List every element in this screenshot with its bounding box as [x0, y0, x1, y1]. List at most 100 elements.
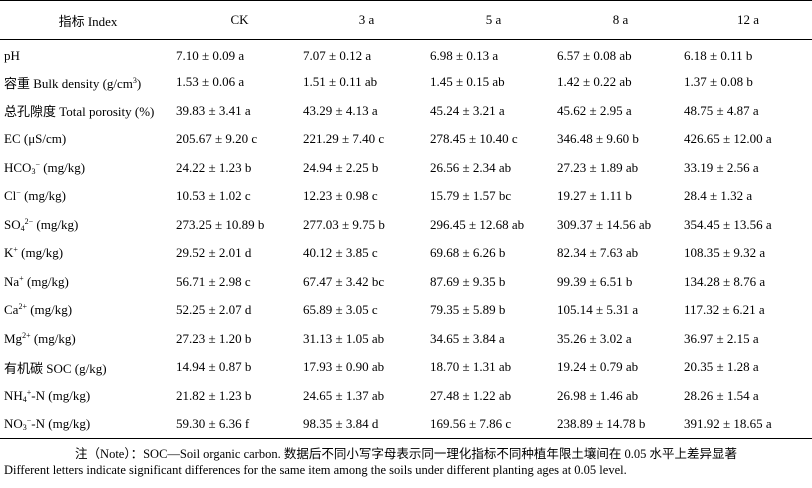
header-ck: CK	[176, 0, 303, 40]
cell-5a: 34.65 ± 3.84 a	[430, 330, 505, 346]
cell-ck: 56.71 ± 2.98 c	[176, 273, 251, 289]
row-label-post: (mg/kg)	[26, 302, 73, 318]
cell-5a: 69.68 ± 6.26 b	[430, 245, 506, 261]
table-row: K+ (mg/kg) 29.52 ± 2.01 d 40.12 ± 3.85 c 69…	[0, 239, 812, 268]
table-row: 总孔隙度 Total porosity (%) 39.83 ± 3.41 a 43.…	[0, 97, 812, 126]
cell-12a: 20.35 ± 1.28 a	[684, 359, 759, 375]
header-index: 指标 Index	[0, 0, 176, 40]
row-label-sup: 2+	[18, 302, 27, 312]
cell-12a: 28.26 ± 1.54 a	[684, 387, 759, 403]
row-label-post: (mg/kg)	[23, 273, 69, 289]
cell-3a: 40.12 ± 3.85 c	[303, 245, 378, 261]
cell-8a: 19.27 ± 1.11 b	[557, 188, 632, 204]
row-label-pre: Ca	[4, 302, 19, 318]
cell-5a: 26.56 ± 2.34 ab	[430, 159, 512, 175]
row-label: Cl− (mg/kg)	[0, 182, 176, 211]
row-label-pre: NO	[4, 416, 23, 431]
row-label-pre: Cl	[4, 188, 17, 204]
row-label-pre: pH	[4, 47, 20, 63]
row-label: Na+ (mg/kg)	[0, 268, 176, 297]
table-body: pH 7.10 ± 0.09 a 7.07 ± 0.12 a 6.98 ± 0.13 …	[0, 40, 812, 439]
row-label-post: (mg/kg)	[39, 159, 86, 175]
row-label: pH	[0, 40, 176, 69]
cell-3a: 24.65 ± 1.37 ab	[303, 387, 385, 403]
table-header-row: 指标 Index CK 3 a 5 a 8 a 12 a	[0, 0, 812, 40]
table-row: Ca2+ (mg/kg) 52.25 ± 2.07 d 65.89 ± 3.05 c…	[0, 296, 812, 325]
cell-8a: 346.48 ± 9.60 b	[557, 131, 639, 147]
cell-5a: 1.45 ± 0.15 ab	[430, 74, 505, 90]
row-label-sub: 3	[31, 166, 36, 176]
row-label-post: (mg/kg)	[30, 330, 76, 346]
cell-ck: 59.30 ± 6.36 f	[176, 410, 303, 439]
cell-12a: 48.75 ± 4.87 a	[684, 102, 759, 118]
cell-3a: 24.94 ± 2.25 b	[303, 159, 379, 175]
cell-ck: 24.22 ± 1.23 b	[176, 159, 252, 175]
cell-ck: 29.52 ± 2.01 d	[176, 245, 252, 261]
table-row: NH4+-N (mg/kg) 21.82 ± 1.23 b 24.65 ± 1.37…	[0, 382, 812, 411]
cell-5a: 45.24 ± 3.21 a	[430, 102, 505, 118]
cell-12a: 108.35 ± 9.32 a	[684, 245, 766, 261]
table-row: NO3−-N (mg/kg) 59.30 ± 6.36 f 98.35 ± 3.84…	[0, 410, 812, 439]
table-row: Na+ (mg/kg) 56.71 ± 2.98 c 67.47 ± 3.42 bc…	[0, 268, 812, 297]
table-note-english: Different letters indicate significant d…	[4, 463, 627, 477]
cell-12a: 1.37 ± 0.08 b	[684, 74, 753, 90]
row-label-pre: HCO	[4, 159, 32, 175]
cell-5a: 87.69 ± 9.35 b	[430, 273, 506, 289]
cell-ck: 14.94 ± 0.87 b	[176, 359, 252, 375]
cell-8a: 45.62 ± 2.95 a	[557, 102, 632, 118]
row-label-post: (mg/kg)	[33, 216, 79, 232]
header-5a: 5 a	[430, 0, 557, 40]
cell-5a: 278.45 ± 10.40 c	[430, 131, 518, 147]
cell-3a: 1.51 ± 0.11 ab	[303, 74, 378, 90]
cell-12a: 36.97 ± 2.15 a	[684, 330, 759, 346]
table-row: HCO3− (mg/kg) 24.22 ± 1.23 b 24.94 ± 2.25 …	[0, 154, 812, 183]
row-label-sup: −	[16, 188, 21, 198]
header-12a: 12 a	[684, 0, 812, 40]
row-label-pre: Na	[4, 273, 20, 289]
cell-ck: 21.82 ± 1.23 b	[176, 387, 252, 403]
cell-5a: 15.79 ± 1.57 bc	[430, 188, 512, 204]
table-row: Mg2+ (mg/kg) 27.23 ± 1.20 b 31.13 ± 1.05 a…	[0, 325, 812, 354]
cell-5a: 27.48 ± 1.22 ab	[430, 387, 512, 403]
cell-5a: 79.35 ± 5.89 b	[430, 302, 506, 318]
row-label-pre: NH	[4, 387, 23, 403]
cell-12a: 391.92 ± 18.65 a	[684, 410, 812, 439]
cell-5a: 18.70 ± 1.31 ab	[430, 359, 512, 375]
cell-3a: 277.03 ± 9.75 b	[303, 216, 385, 232]
cell-3a: 43.29 ± 4.13 a	[303, 102, 378, 118]
cell-3a: 31.13 ± 1.05 ab	[303, 330, 385, 346]
table-row: 容重 Bulk density (g/cm3) 1.53 ± 0.06 a 1.51…	[0, 68, 812, 97]
cell-12a: 117.32 ± 6.21 a	[684, 302, 765, 318]
cell-8a: 1.42 ± 0.22 ab	[557, 74, 632, 90]
row-label-pre: SO	[4, 216, 21, 232]
cell-3a: 221.29 ± 7.40 c	[303, 131, 385, 147]
cell-ck: 52.25 ± 2.07 d	[176, 302, 252, 318]
row-label-sup: 3	[132, 75, 137, 85]
row-label-post: )	[136, 75, 142, 91]
cell-12a: 33.19 ± 2.56 a	[684, 159, 759, 175]
row-label: Ca2+ (mg/kg)	[0, 296, 176, 325]
row-label: NH4+-N (mg/kg)	[0, 382, 176, 411]
row-label: 容重 Bulk density (g/cm3)	[0, 68, 176, 97]
cell-8a: 309.37 ± 14.56 ab	[557, 216, 652, 232]
cell-5a: 169.56 ± 7.86 c	[430, 410, 557, 439]
cell-8a: 27.23 ± 1.89 ab	[557, 159, 639, 175]
row-label: NO3−-N (mg/kg)	[0, 410, 176, 439]
cell-8a: 99.39 ± 6.51 b	[557, 273, 633, 289]
cell-12a: 28.4 ± 1.32 a	[684, 188, 753, 204]
cell-ck: 27.23 ± 1.20 b	[176, 330, 252, 346]
table-row: EC (μS/cm) 205.67 ± 9.20 c 221.29 ± 7.40 c…	[0, 125, 812, 154]
cell-3a: 65.89 ± 3.05 c	[303, 302, 378, 318]
row-label-post: -N (mg/kg)	[31, 416, 91, 431]
row-label-sup: 2−	[24, 216, 34, 226]
cell-8a: 105.14 ± 5.31 a	[557, 302, 639, 318]
row-label-sub: 4	[22, 394, 27, 404]
row-label: Mg2+ (mg/kg)	[0, 325, 176, 354]
header-3a: 3 a	[303, 0, 430, 40]
row-label-sub: 4	[20, 223, 25, 233]
row-label-sup: +	[19, 273, 24, 283]
cell-ck: 273.25 ± 10.89 b	[176, 216, 265, 232]
header-8a: 8 a	[557, 0, 684, 40]
row-label-sup: +	[26, 387, 32, 397]
